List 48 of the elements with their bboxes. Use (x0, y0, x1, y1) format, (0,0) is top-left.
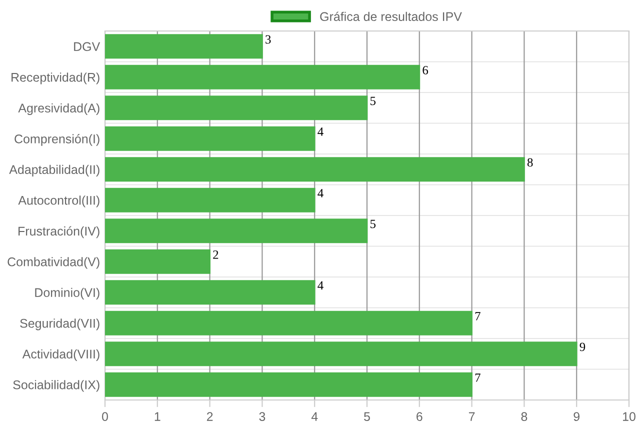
bar (105, 126, 316, 151)
y-tick-label: Actividad(VIII) (22, 349, 100, 361)
bar (105, 280, 316, 305)
x-tick-label: 2 (206, 412, 213, 421)
bar (105, 372, 472, 397)
bar (105, 34, 263, 59)
y-tick-label: DGV (74, 42, 100, 52)
bar (105, 157, 525, 182)
data-label: 8 (527, 158, 533, 167)
y-tick-label: Adaptabilidad(II) (9, 164, 100, 176)
y-tick-label: Sociabilidad(IX) (13, 380, 100, 392)
x-tick-label: 5 (364, 412, 370, 421)
data-label: 6 (422, 66, 428, 74)
x-tick-label: 7 (468, 412, 475, 421)
bar (105, 218, 368, 244)
bar (105, 342, 578, 366)
data-label: 4 (318, 189, 324, 198)
x-tick-label: 4 (311, 412, 318, 421)
bar (105, 249, 210, 274)
x-tick-label: 10 (623, 412, 636, 421)
data-label: 2 (213, 250, 218, 259)
data-label: 5 (370, 220, 376, 228)
y-tick-label: Autocontrol(III) (18, 196, 100, 208)
data-label: 7 (475, 312, 480, 320)
y-tick-label: Receptividad(R) (12, 72, 100, 84)
data-label: 3 (266, 35, 271, 44)
bar (105, 64, 420, 90)
x-tick-label: 6 (416, 412, 422, 421)
x-tick-label: 8 (521, 412, 528, 421)
x-tick-label: 0 (102, 412, 108, 421)
data-label: 9 (580, 342, 586, 352)
bar (105, 310, 472, 336)
legend-label: Gráfica de resultados IPV (320, 12, 462, 22)
data-label: 7 (475, 374, 480, 382)
y-tick-label: Agresividad(A) (18, 103, 100, 115)
x-tick-label: 9 (574, 412, 580, 421)
bar (105, 96, 368, 120)
data-label: 4 (318, 128, 324, 136)
x-tick-label: 3 (259, 412, 266, 421)
y-tick-label: Dominio(VI) (35, 288, 100, 300)
bar (105, 188, 316, 212)
y-tick-label: Combatividad(V) (8, 257, 100, 269)
y-tick-label: Seguridad(VII) (20, 318, 100, 330)
y-tick-label: Comprensión(I) (14, 134, 100, 146)
data-label: 4 (318, 281, 324, 290)
x-tick-label: 1 (154, 412, 160, 421)
y-tick-label: Frustración(IV) (18, 226, 100, 238)
data-label: 5 (370, 96, 376, 106)
